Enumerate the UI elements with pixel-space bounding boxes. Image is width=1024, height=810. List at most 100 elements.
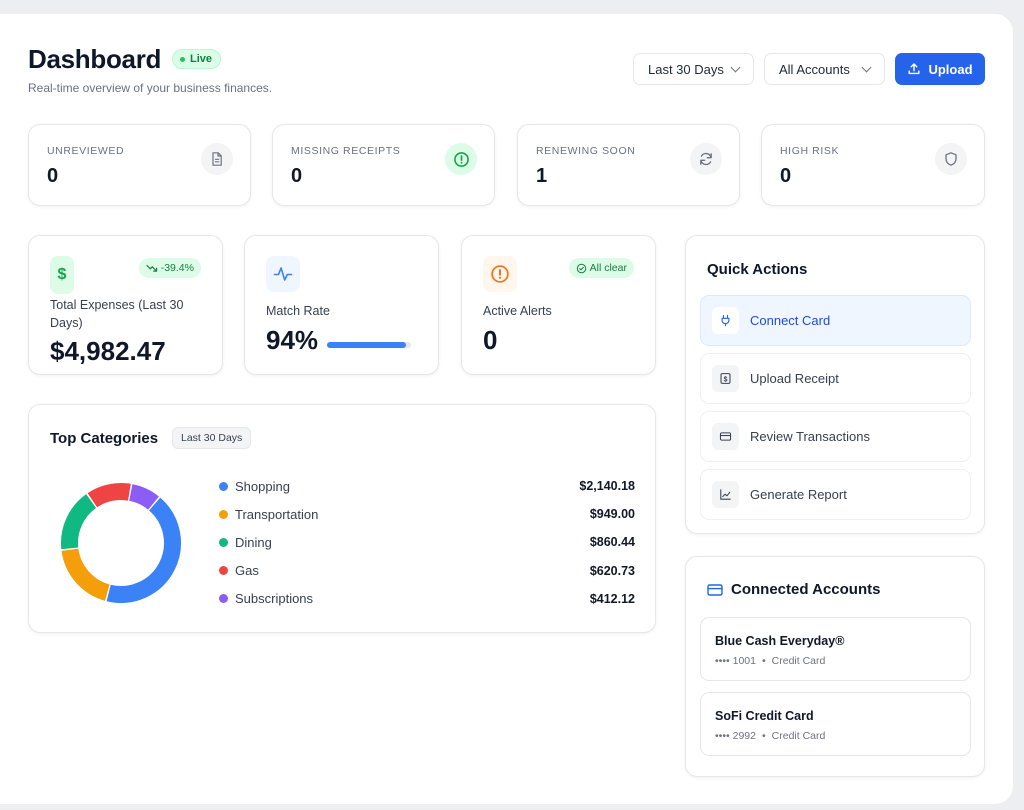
category-row: Dining $860.44 xyxy=(219,532,635,552)
stat-card-missing-receipts[interactable]: MISSING RECEIPTS 0 xyxy=(272,124,495,206)
quick-actions-title: Quick Actions xyxy=(707,261,808,278)
document-icon xyxy=(201,143,233,175)
live-dot-icon xyxy=(180,56,185,62)
total-expenses-label: Total Expenses (Last 30 Days) xyxy=(50,298,184,330)
donut-segment xyxy=(128,484,159,510)
account-name: SoFi Credit Card xyxy=(715,709,814,723)
live-badge-label: Live xyxy=(190,53,213,65)
active-alerts-value: 0 xyxy=(483,325,498,355)
account-number: •••• 2992 xyxy=(715,730,756,742)
page-title: Dashboard xyxy=(28,44,162,74)
generate-report-label: Generate Report xyxy=(750,487,847,502)
account-select[interactable]: All Accounts xyxy=(764,53,885,85)
status-badge-label: All clear xyxy=(589,262,627,274)
quick-actions-card: Quick Actions Connect Card $ Upload Rece… xyxy=(685,235,985,534)
category-row: Transportation $949.00 xyxy=(219,504,635,524)
category-amount: $860.44 xyxy=(589,535,635,550)
stat-card-unreviewed[interactable]: UNREVIEWED 0 xyxy=(28,124,251,206)
top-categories-title: Top Categories xyxy=(50,430,159,447)
activity-icon xyxy=(266,256,300,292)
dollar-icon: $ xyxy=(50,256,74,294)
account-select-value: All Accounts xyxy=(779,61,850,77)
category-amount: $620.73 xyxy=(589,563,635,578)
donut-segment xyxy=(87,483,131,508)
check-circle-icon xyxy=(576,263,586,273)
account-number: •••• 1001 xyxy=(715,655,756,667)
stat-card-renewing-soon[interactable]: RENEWING SOON 1 xyxy=(517,124,740,206)
period-badge: Last 30 Days xyxy=(172,427,252,449)
account-type: Credit Card xyxy=(771,655,826,667)
active-alerts-card: All clear Active Alerts 0 xyxy=(461,235,656,375)
chevron-down-icon xyxy=(861,62,872,72)
stat-value: 0 xyxy=(291,165,303,187)
stat-label: RENEWING SOON xyxy=(536,145,636,157)
match-rate-label: Match Rate xyxy=(266,304,330,318)
donut-segment xyxy=(106,497,181,603)
category-row: Gas $620.73 xyxy=(219,561,635,581)
alert-circle-icon xyxy=(445,143,477,175)
stat-card-high-risk[interactable]: HIGH RISK 0 xyxy=(761,124,985,206)
review-transactions-button[interactable]: Review Transactions xyxy=(700,411,971,462)
category-name: Shopping xyxy=(235,478,290,494)
category-amount: $2,140.18 xyxy=(579,479,635,493)
live-badge: Live xyxy=(172,49,222,69)
donut-segment xyxy=(61,548,110,601)
category-name: Subscriptions xyxy=(235,591,314,607)
upload-receipt-label: Upload Receipt xyxy=(750,371,839,386)
stat-value: 0 xyxy=(47,165,59,187)
date-range-select[interactable]: Last 30 Days xyxy=(633,53,754,85)
category-color-dot xyxy=(219,537,228,547)
plug-icon xyxy=(712,307,739,334)
generate-report-button[interactable]: Generate Report xyxy=(700,469,971,520)
separator-dot: • xyxy=(761,655,766,667)
active-alerts-label: Active Alerts xyxy=(483,304,552,318)
categories-donut-chart xyxy=(61,483,181,603)
upload-icon xyxy=(908,63,920,75)
upload-button[interactable]: Upload xyxy=(895,53,985,85)
date-range-value: Last 30 Days xyxy=(648,61,724,77)
match-rate-card: Match Rate 94% xyxy=(244,235,439,375)
page-subtitle: Real-time overview of your business fina… xyxy=(28,81,273,95)
account-item[interactable]: SoFi Credit Card •••• 2992 • Credit Card xyxy=(700,692,971,756)
account-meta: •••• 2992 • Credit Card xyxy=(715,730,825,742)
status-badge: All clear xyxy=(568,258,634,278)
category-color-dot xyxy=(219,566,228,576)
account-item[interactable]: Blue Cash Everyday® •••• 1001 • Credit C… xyxy=(700,617,971,681)
total-expenses-value: $4,982.47 xyxy=(50,336,166,366)
connect-card-button[interactable]: Connect Card xyxy=(700,295,971,346)
upload-button-label: Upload xyxy=(928,61,973,77)
donut-segment xyxy=(61,494,97,550)
stat-label: UNREVIEWED xyxy=(47,145,125,157)
total-expenses-card: $ -39.4% Total Expenses (Last 30 Days) $… xyxy=(28,235,223,375)
connected-accounts-title: Connected Accounts xyxy=(731,581,881,598)
connect-card-label: Connect Card xyxy=(750,313,831,328)
review-transactions-label: Review Transactions xyxy=(750,429,870,444)
svg-text:$: $ xyxy=(724,376,728,383)
change-value: -39.4% xyxy=(160,262,194,274)
category-color-dot xyxy=(219,481,228,491)
stat-value: 0 xyxy=(780,165,792,187)
receipt-icon: $ xyxy=(712,365,739,392)
category-color-dot xyxy=(219,509,228,519)
stat-label: MISSING RECEIPTS xyxy=(291,145,401,157)
upload-receipt-button[interactable]: $ Upload Receipt xyxy=(700,353,971,404)
category-name: Gas xyxy=(235,563,259,579)
separator-dot: • xyxy=(761,730,766,742)
category-name: Transportation xyxy=(235,506,319,522)
account-meta: •••• 1001 • Credit Card xyxy=(715,655,825,667)
credit-card-icon xyxy=(712,423,739,450)
category-amount: $412.12 xyxy=(589,591,635,606)
match-rate-progress xyxy=(327,342,411,348)
category-amount: $949.00 xyxy=(589,507,635,522)
stat-value: 1 xyxy=(536,165,548,187)
top-categories-card: Top Categories Last 30 Days Shopping $2,1… xyxy=(28,404,656,633)
category-name: Dining xyxy=(235,534,272,550)
connected-accounts-card: Connected Accounts Blue Cash Everyday® •… xyxy=(685,556,985,777)
warning-circle-icon xyxy=(483,256,517,292)
trend-down-icon xyxy=(146,264,157,272)
stat-label: HIGH RISK xyxy=(780,145,840,157)
change-badge: -39.4% xyxy=(138,258,201,278)
refresh-icon xyxy=(690,143,722,175)
account-type: Credit Card xyxy=(771,730,826,742)
match-rate-value: 94% xyxy=(266,325,319,355)
